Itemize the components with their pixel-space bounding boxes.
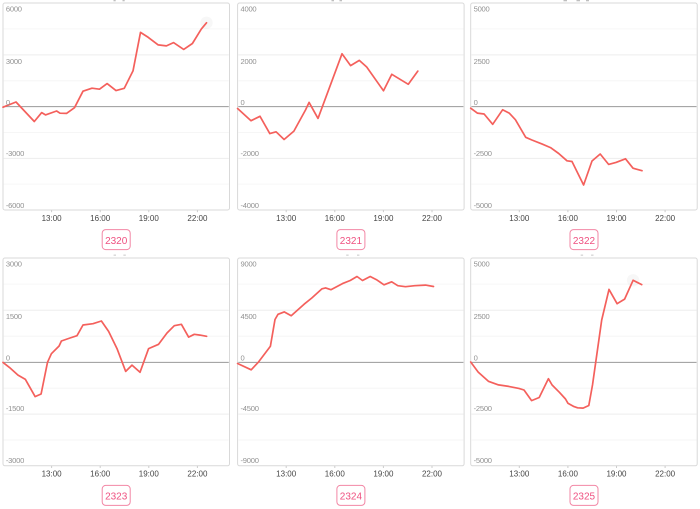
svg-text:22:00: 22:00 — [655, 470, 676, 479]
svg-text:-2500: -2500 — [474, 149, 492, 158]
svg-text:16:00: 16:00 — [558, 214, 579, 223]
svg-text:-9000: -9000 — [241, 456, 259, 465]
svg-text:13:00: 13:00 — [276, 214, 297, 223]
svg-text:0: 0 — [6, 354, 10, 363]
svg-text:-6000: -6000 — [6, 201, 24, 210]
svg-text:-5000: -5000 — [474, 456, 492, 465]
svg-text:19:00: 19:00 — [606, 214, 627, 223]
svg-text:2321: 2321 — [340, 236, 363, 247]
svg-text:2324: 2324 — [340, 492, 363, 503]
svg-text:16:00: 16:00 — [90, 470, 111, 479]
svg-text:1500: 1500 — [6, 312, 22, 321]
svg-text:5000: 5000 — [474, 260, 490, 269]
svg-text:22:00: 22:00 — [422, 214, 443, 223]
svg-text:5000: 5000 — [474, 5, 490, 14]
svg-text:2500: 2500 — [474, 312, 490, 321]
svg-text:19:00: 19:00 — [373, 470, 394, 479]
svg-text:22:00: 22:00 — [187, 470, 208, 479]
svg-text:0: 0 — [6, 98, 10, 107]
svg-text:2500: 2500 — [474, 57, 490, 66]
svg-text:6000: 6000 — [6, 5, 22, 14]
svg-text:2325: 2325 — [573, 492, 596, 503]
svg-text:19:00: 19:00 — [606, 470, 627, 479]
svg-text:19:00: 19:00 — [373, 214, 394, 223]
svg-text:0: 0 — [474, 98, 478, 107]
svg-text:2322: 2322 — [573, 236, 596, 247]
svg-text:16:00: 16:00 — [558, 470, 579, 479]
svg-text:4500: 4500 — [241, 312, 257, 321]
svg-text:3000: 3000 — [6, 260, 22, 269]
svg-text:-3000: -3000 — [6, 149, 24, 158]
svg-text:9000: 9000 — [241, 260, 257, 269]
svg-text:2323: 2323 — [105, 492, 128, 503]
svg-text:16:00: 16:00 — [325, 470, 346, 479]
svg-text:16:00: 16:00 — [90, 214, 111, 223]
svg-text:4000: 4000 — [241, 5, 257, 14]
svg-text:-5000: -5000 — [474, 201, 492, 210]
svg-text:13:00: 13:00 — [509, 214, 530, 223]
svg-text:-3000: -3000 — [6, 456, 24, 465]
svg-text:-4000: -4000 — [241, 201, 259, 210]
svg-text:0: 0 — [241, 354, 245, 363]
svg-text:19:00: 19:00 — [139, 214, 160, 223]
svg-text:2320: 2320 — [105, 236, 128, 247]
svg-text:13:00: 13:00 — [42, 470, 63, 479]
svg-text:22:00: 22:00 — [422, 470, 443, 479]
svg-text:2000: 2000 — [241, 57, 257, 66]
svg-text:-2000: -2000 — [241, 149, 259, 158]
svg-text:0: 0 — [474, 354, 478, 363]
svg-text:13:00: 13:00 — [276, 470, 297, 479]
svg-text:19:00: 19:00 — [139, 470, 160, 479]
svg-text:-4500: -4500 — [241, 404, 259, 413]
svg-text:13:00: 13:00 — [42, 214, 63, 223]
svg-text:13:00: 13:00 — [509, 470, 530, 479]
svg-text:22:00: 22:00 — [655, 214, 676, 223]
svg-text:-1500: -1500 — [6, 404, 24, 413]
svg-text:0: 0 — [241, 98, 245, 107]
svg-text:-2500: -2500 — [474, 404, 492, 413]
svg-text:16:00: 16:00 — [325, 214, 346, 223]
svg-text:3000: 3000 — [6, 57, 22, 66]
svg-text:22:00: 22:00 — [187, 214, 208, 223]
